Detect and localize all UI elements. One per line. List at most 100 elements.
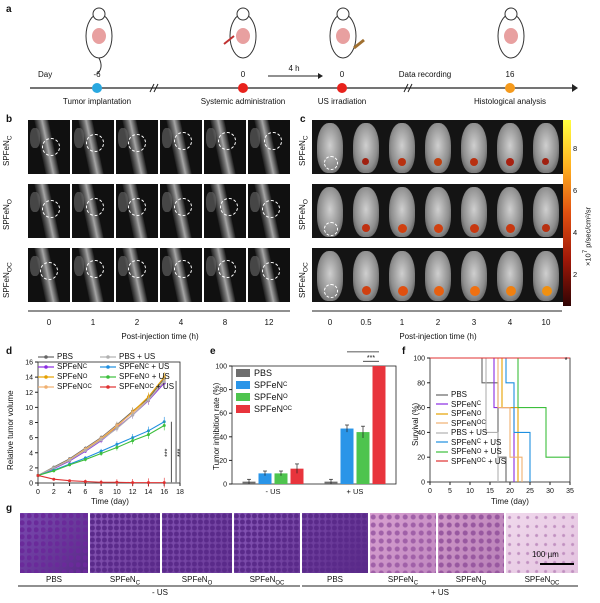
- mri-time-axis: [28, 310, 290, 312]
- ivis-time-axis: [312, 310, 562, 312]
- significance-mark: ***: [367, 355, 375, 362]
- legend-item: SPFeN C + US: [100, 362, 169, 371]
- data-point: [115, 445, 119, 449]
- x-tick-label: 14: [145, 489, 153, 496]
- data-point: [146, 481, 150, 485]
- ivis-image: [456, 184, 492, 238]
- mouse-cartoon: [329, 7, 365, 59]
- series-line: [37, 376, 165, 476]
- series-line: [37, 382, 165, 476]
- ivis-image: [492, 120, 528, 174]
- y-tick-label: 16: [25, 360, 33, 367]
- ivis-image: [348, 248, 384, 302]
- ivis-image: [420, 184, 456, 238]
- panel-label-f: f: [402, 346, 406, 357]
- significance-mark: ***: [164, 448, 171, 456]
- ivis-image: [384, 120, 420, 174]
- ivis-time-tick: 4: [507, 318, 513, 327]
- histology-image: [438, 513, 504, 573]
- mri-time-tick: 8: [222, 318, 228, 327]
- ivis-image: [456, 248, 492, 302]
- data-point: [115, 442, 119, 446]
- mri-image: [116, 120, 158, 174]
- scale-bar: [540, 563, 574, 565]
- timeline-diagram: [30, 7, 578, 93]
- legend-item: SPFeN O + US: [100, 372, 170, 381]
- timeline-event-label: Tumor implantation: [62, 97, 132, 106]
- group-label-o: SPFeNO: [298, 199, 310, 230]
- histology-label: SPFeNOC: [249, 575, 285, 587]
- timeline-event-label: Histological analysis: [473, 97, 547, 106]
- bar: [340, 428, 354, 484]
- mri-time-tick: 1: [90, 318, 96, 327]
- data-point: [99, 438, 103, 442]
- panel-label-b: b: [6, 114, 13, 125]
- y-tick-label: 0: [29, 481, 33, 488]
- ivis-image: [384, 184, 420, 238]
- x-tick-label: 25: [526, 488, 534, 495]
- group-label: - US: [266, 487, 281, 496]
- histology-group-axis: [18, 585, 578, 587]
- ivis-grid: [312, 120, 564, 306]
- data-point: [68, 463, 72, 467]
- ivis-time-tick: 1: [399, 318, 405, 327]
- chart-e-frame: [231, 365, 397, 485]
- legend-item: SPFeN OC: [436, 418, 486, 428]
- group-label: + US: [347, 487, 364, 496]
- mri-time-tick: 0: [46, 318, 52, 327]
- data-point: [115, 424, 119, 428]
- mri-time-tick: 12: [264, 318, 274, 327]
- data-point: [52, 477, 56, 481]
- data-point: [162, 481, 166, 485]
- ivis-time-tick: 2: [435, 318, 441, 327]
- histology-label: SPFeNO: [181, 575, 213, 587]
- panel-label-a: a: [6, 4, 12, 15]
- bar: [290, 468, 304, 484]
- ivis-time-tick: 0.5: [360, 318, 372, 327]
- colorbar-label: ×107 p/sec/cm²/sr: [582, 206, 593, 266]
- timeline-day: 0: [240, 70, 246, 79]
- x-tick-label: 6: [83, 489, 87, 496]
- y-tick-label: 100: [215, 364, 227, 371]
- y-tick-label: 6: [29, 435, 33, 442]
- mri-image: [28, 184, 70, 238]
- significance-mark: *: [564, 356, 567, 365]
- event-dot: [505, 83, 515, 93]
- mri-image: [72, 184, 114, 238]
- ivis-image: [528, 248, 564, 302]
- legend-item: PBS: [236, 368, 272, 378]
- mri-xlabel: Post-injection time (h): [121, 332, 199, 341]
- bar: [356, 432, 370, 484]
- x-tick-label: 15: [486, 488, 494, 495]
- ivis-image: [528, 120, 564, 174]
- bar: [258, 473, 272, 484]
- data-point: [52, 466, 56, 470]
- series-line: [37, 380, 165, 476]
- y-tick-label: 40: [417, 430, 425, 437]
- x-tick-label: 4: [68, 489, 72, 496]
- data-point: [146, 398, 150, 402]
- y-tick-label: 40: [219, 434, 227, 441]
- colorbar: [563, 120, 571, 306]
- legend-item: SPFeN O: [236, 392, 288, 402]
- histology-image: [162, 513, 232, 573]
- x-tick-label: 12: [129, 489, 137, 496]
- y-tick-label: 0: [223, 482, 227, 489]
- x-tick-label: 8: [99, 489, 103, 496]
- y-tick-label: 14: [25, 375, 33, 382]
- y-tick-label: 0: [421, 480, 425, 487]
- legend-item: SPFeN O: [436, 409, 482, 418]
- x-tick-label: 30: [546, 488, 554, 495]
- x-tick-label: 20: [506, 488, 514, 495]
- x-tick-label: 5: [448, 488, 452, 495]
- y-tick-label: 12: [25, 390, 33, 397]
- legend-item: SPFeN C: [436, 399, 482, 409]
- tumor-volume-chart: 0 2 4 6 8 10 12 14 16 18 0 2 4 6 8 10 12 14 16 *** ***: [25, 360, 184, 497]
- legend-item: SPFeN C + US: [436, 437, 502, 447]
- series-line: [37, 381, 165, 476]
- histology-label: SPFeNOC: [524, 575, 560, 587]
- ivis-image: [312, 120, 348, 174]
- x-tick-label: 10: [113, 489, 121, 496]
- data-point: [115, 427, 119, 431]
- histology-label: SPFeNC: [109, 575, 141, 587]
